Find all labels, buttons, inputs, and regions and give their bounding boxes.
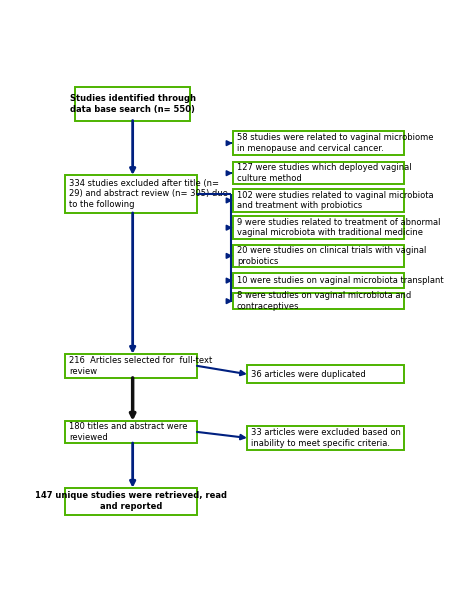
FancyBboxPatch shape: [233, 190, 404, 212]
Text: 102 were studies related to vaginal microbiota
and treatment with probiotics: 102 were studies related to vaginal micr…: [237, 191, 434, 210]
Text: 8 were studies on vaginal microbiota and
contraceptives: 8 were studies on vaginal microbiota and…: [237, 292, 411, 311]
Text: 180 titles and abstract were
reviewed: 180 titles and abstract were reviewed: [69, 422, 188, 442]
Text: 334 studies excluded after title (n=
29) and abstract review (n= 305) due
to the: 334 studies excluded after title (n= 29)…: [69, 179, 228, 209]
FancyBboxPatch shape: [65, 175, 197, 213]
Text: 9 were studies related to treatment of abnormal
vaginal microbiota with traditio: 9 were studies related to treatment of a…: [237, 218, 440, 238]
FancyBboxPatch shape: [233, 245, 404, 267]
FancyBboxPatch shape: [65, 354, 197, 378]
FancyBboxPatch shape: [233, 216, 404, 239]
FancyBboxPatch shape: [247, 426, 404, 450]
Text: 36 articles were duplicated: 36 articles were duplicated: [251, 370, 366, 379]
FancyBboxPatch shape: [233, 293, 404, 310]
FancyBboxPatch shape: [65, 421, 197, 443]
Text: 127 were studies which deployed vaginal
culture method: 127 were studies which deployed vaginal …: [237, 163, 412, 183]
Text: 147 unique studies were retrieved, read
and reported: 147 unique studies were retrieved, read …: [35, 491, 227, 511]
Text: 58 studies were related to vaginal microbiome
in menopause and cervical cancer.: 58 studies were related to vaginal micro…: [237, 133, 433, 153]
FancyBboxPatch shape: [76, 87, 190, 121]
FancyBboxPatch shape: [233, 131, 404, 155]
FancyBboxPatch shape: [65, 488, 197, 515]
Text: 20 were studies on clinical trials with vaginal
probiotics: 20 were studies on clinical trials with …: [237, 246, 426, 266]
Text: 216  Articles selected for  full-text
review: 216 Articles selected for full-text revi…: [69, 356, 213, 376]
Text: Studies identified through
data base search (n= 550): Studies identified through data base sea…: [70, 94, 195, 113]
FancyBboxPatch shape: [247, 365, 404, 383]
Text: 33 articles were excluded based on
inability to meet specific criteria.: 33 articles were excluded based on inabi…: [251, 428, 401, 448]
FancyBboxPatch shape: [233, 273, 404, 288]
FancyBboxPatch shape: [233, 162, 404, 184]
Text: 10 were studies on vaginal microbiota transplant: 10 were studies on vaginal microbiota tr…: [237, 276, 443, 285]
